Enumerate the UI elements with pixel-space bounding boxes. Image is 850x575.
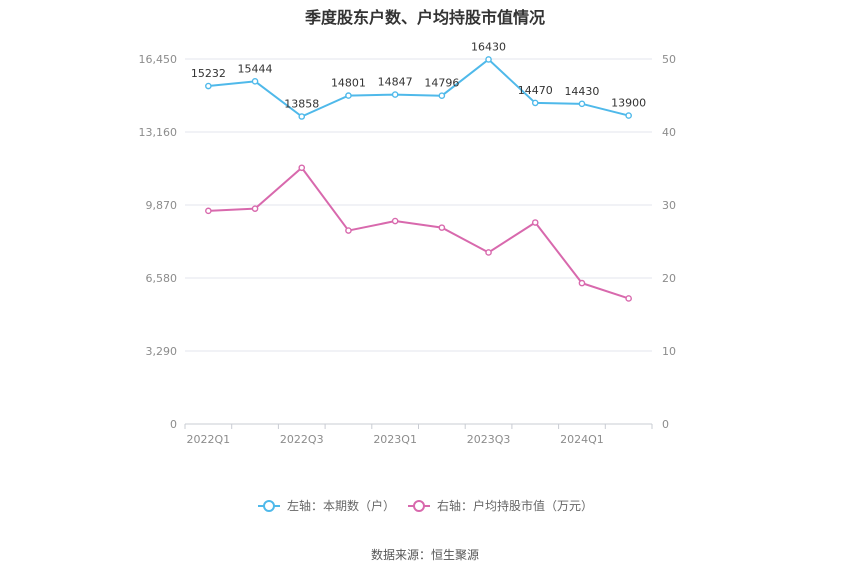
data-label: 14470 bbox=[518, 84, 553, 97]
x-axis-tick-label: 2023Q1 bbox=[373, 433, 417, 446]
left-axis-tick-label: 3,290 bbox=[146, 345, 178, 358]
legend[interactable]: 左轴：本期数（户） 右轴：户均持股市值（万元） bbox=[258, 498, 593, 513]
right-axis-tick-label: 10 bbox=[662, 345, 676, 358]
right-axis-tick-label: 20 bbox=[662, 272, 676, 285]
series-2-point bbox=[205, 207, 212, 215]
left-axis-tick-label: 9,870 bbox=[146, 199, 178, 212]
series-1-point bbox=[531, 99, 539, 107]
series-2-point bbox=[298, 164, 306, 172]
right-axis-tick-label: 30 bbox=[662, 199, 676, 212]
x-axis-tick-label: 2024Q1 bbox=[560, 433, 604, 446]
data-label: 15232 bbox=[191, 67, 226, 80]
series-line-1 bbox=[208, 58, 629, 118]
left-axis-tick-label: 0 bbox=[170, 418, 177, 431]
series-1-point bbox=[251, 78, 259, 85]
data-label: 14796 bbox=[424, 77, 459, 90]
series-1-point bbox=[391, 91, 399, 98]
data-label: 14847 bbox=[378, 76, 413, 89]
series-1-point bbox=[298, 113, 306, 120]
x-axis-tick-label: 2022Q1 bbox=[187, 433, 231, 446]
x-axis-tick-label: 2022Q3 bbox=[280, 433, 324, 446]
label-layer: 15232 15444 13858 14801 14847 14796 16430 14470… bbox=[191, 40, 646, 110]
left-axis-tick-label: 16,450 bbox=[139, 53, 178, 66]
series-2-point bbox=[251, 205, 259, 212]
data-label: 16430 bbox=[471, 40, 506, 53]
data-label: 15444 bbox=[238, 62, 273, 75]
series-2-point bbox=[578, 279, 586, 287]
series-2-point bbox=[531, 219, 539, 226]
data-label: 14430 bbox=[564, 85, 599, 98]
series-2-point bbox=[485, 249, 492, 256]
series-1-point bbox=[345, 92, 352, 99]
right-axis-tick-label: 0 bbox=[662, 418, 669, 431]
legend-swatch-marker bbox=[263, 500, 275, 512]
series-2-point bbox=[438, 224, 446, 231]
series-1-point bbox=[578, 100, 586, 108]
series-2-point bbox=[391, 217, 399, 225]
data-label: 13858 bbox=[284, 98, 319, 111]
series-1-point bbox=[205, 82, 212, 90]
legend-item-2: 右轴：户均持股市值（万元） bbox=[437, 498, 593, 513]
chart-title: 季度股东户数、户均持股市值情况 bbox=[304, 8, 545, 27]
left-axis-tick-label: 6,580 bbox=[146, 272, 178, 285]
data-label: 14801 bbox=[331, 77, 366, 90]
series-2-point bbox=[625, 295, 632, 302]
series-line-2 bbox=[208, 166, 629, 300]
grid-layer bbox=[185, 58, 652, 352]
series-2-point bbox=[345, 227, 352, 234]
x-axis-tick-label: 2023Q3 bbox=[467, 433, 511, 446]
left-axis-tick-label: 13,160 bbox=[139, 126, 178, 139]
legend-item-1: 左轴：本期数（户） bbox=[287, 498, 395, 513]
series-layer bbox=[205, 56, 632, 302]
legend-swatch-marker bbox=[413, 500, 425, 512]
data-label: 13900 bbox=[611, 97, 646, 110]
series-1-point bbox=[438, 92, 446, 99]
right-axis-tick-label: 50 bbox=[662, 53, 676, 66]
series-1-point bbox=[485, 56, 492, 63]
axis-layer: 0 3,290 6,580 9,870 13,160 16,450 0 10 20 30 40 50 2… bbox=[139, 53, 677, 446]
right-axis-tick-label: 40 bbox=[662, 126, 676, 139]
source-note: 数据来源：恒生聚源 bbox=[370, 548, 479, 562]
series-1-point bbox=[625, 112, 632, 119]
